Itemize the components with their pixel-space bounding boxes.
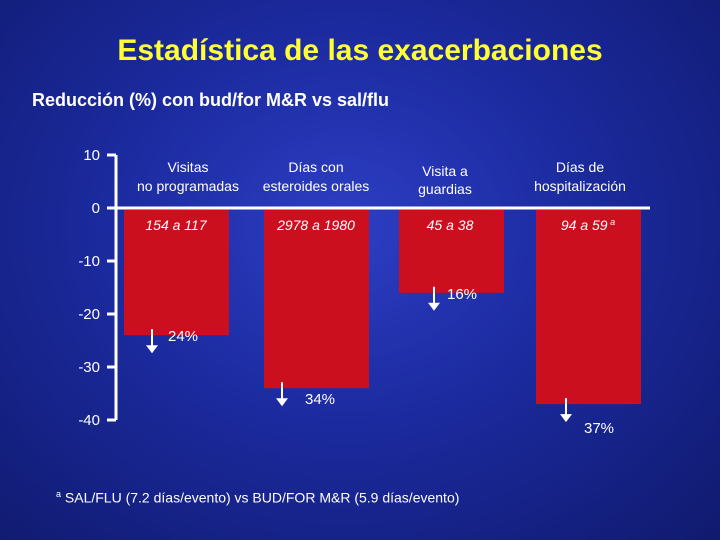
- bar-1: [124, 210, 229, 336]
- bar-2: [264, 210, 369, 389]
- category-label: Días de: [556, 159, 604, 175]
- reduction-value-label: 16%: [447, 286, 477, 303]
- y-tick-label: -30: [78, 359, 100, 376]
- category-label: Visita a: [422, 163, 468, 179]
- chart-subtitle: Reducción (%) con bud/for M&R vs sal/flu: [32, 90, 390, 110]
- down-arrow-icon: [560, 414, 572, 423]
- category-label: esteroides orales: [263, 178, 370, 194]
- footnote-text: SAL/FLU (7.2 días/evento) vs BUD/FOR M&R…: [64, 489, 460, 506]
- slide-title: Estadística de las exacerbaciones: [117, 34, 603, 67]
- category-label: Días con: [288, 159, 343, 175]
- down-arrow-icon: [146, 345, 158, 354]
- range-label: 45 a 38: [427, 217, 474, 233]
- range-label: 2978 a 1980: [276, 217, 355, 233]
- category-label: hospitalización: [534, 178, 626, 194]
- category-label: guardias: [418, 181, 472, 197]
- range-footnote-marker: a: [608, 217, 616, 227]
- category-label: Visitas: [168, 159, 209, 175]
- bar-4: [536, 210, 641, 405]
- footnote-marker: a: [56, 489, 62, 499]
- bar-3: [399, 210, 504, 293]
- y-tick-label: 10: [83, 147, 100, 164]
- down-arrow-icon: [428, 302, 440, 311]
- reduction-value-label: 37%: [584, 420, 614, 437]
- y-tick-label: 0: [92, 200, 100, 217]
- category-label: no programadas: [137, 178, 239, 194]
- reduction-value-label: 34%: [305, 391, 335, 408]
- y-tick-label: -40: [78, 412, 100, 429]
- range-label: 154 a 117: [145, 217, 207, 233]
- down-arrow-icon: [276, 398, 288, 407]
- y-tick-label: -20: [78, 306, 100, 323]
- y-tick-label: -10: [78, 253, 100, 270]
- range-label: 94 a 59 a: [561, 217, 615, 233]
- footnote: a SAL/FLU (7.2 días/evento) vs BUD/FOR M…: [56, 489, 459, 506]
- reduction-value-label: 24%: [168, 328, 198, 345]
